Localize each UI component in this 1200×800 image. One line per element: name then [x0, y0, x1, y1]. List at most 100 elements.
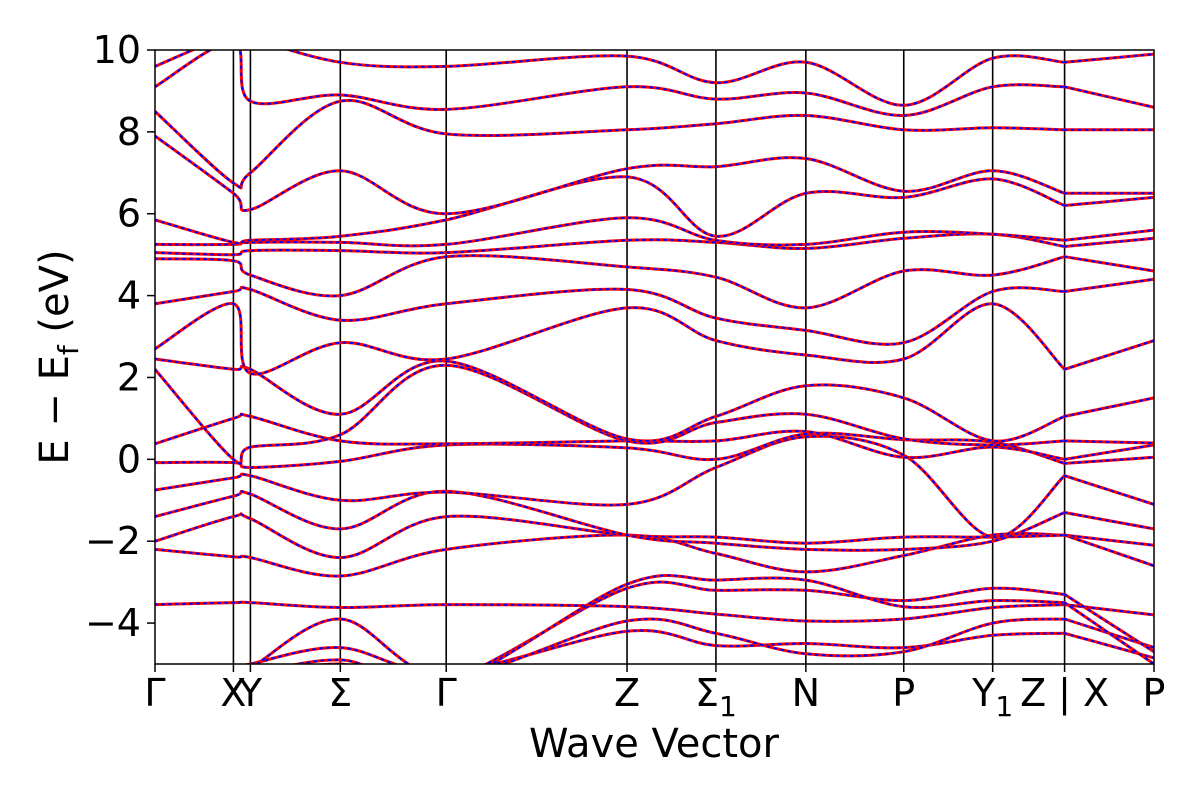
- y-axis-title-subscript: f: [52, 344, 85, 355]
- band-line-overlay: [155, 435, 1066, 539]
- x-tick-label: P: [892, 671, 915, 715]
- y-tick-label: 2: [117, 355, 141, 399]
- band-line-overlay: [1063, 601, 1154, 664]
- band-line-overlay: [155, 232, 1066, 256]
- band-line-overlay: [1063, 439, 1154, 444]
- band-line-overlay: [155, 99, 1066, 189]
- x-tick-label: Σ1: [695, 671, 737, 723]
- x-tick-label-subscript: 1: [719, 690, 737, 723]
- band-line-overlay: [155, 50, 1066, 107]
- band-line-overlay: [1063, 456, 1154, 465]
- x-tick-label-text: X: [220, 671, 246, 715]
- y-tick-label: 10: [93, 28, 141, 72]
- band-line: [155, 134, 1067, 216]
- band-line-overlay: [1063, 255, 1154, 272]
- band-line: [155, 50, 1067, 118]
- band-line: [243, 629, 1067, 664]
- band-line: [155, 232, 1067, 257]
- x-tick-label-subscript: 1: [995, 690, 1013, 723]
- band-line-overlay: [155, 286, 1066, 346]
- y-tick-label: 0: [117, 437, 141, 481]
- band-line: [155, 302, 1067, 376]
- band-line-overlay: [155, 532, 1066, 578]
- x-tick-label: Z | X: [1020, 671, 1109, 716]
- band-line-overlay: [155, 302, 1066, 376]
- y-tick-label: 6: [117, 192, 141, 236]
- band-line-overlay: [318, 574, 1066, 664]
- band-line: [155, 600, 1067, 623]
- x-tick-label-text: Z | X: [1020, 671, 1109, 716]
- band-line: [155, 50, 1067, 107]
- band-line-overlay: [155, 490, 1066, 552]
- band-line-overlay: [1063, 593, 1154, 653]
- band-line-overlay: [1063, 474, 1154, 506]
- band-line: [254, 617, 1067, 664]
- x-tick-label: X: [220, 671, 246, 715]
- y-axis-title-main: E − E: [32, 355, 78, 465]
- band-line: [155, 98, 1067, 190]
- band-line-overlay: [1063, 396, 1154, 418]
- x-tick-label: P: [1143, 671, 1166, 715]
- y-tick-label: −4: [85, 601, 141, 645]
- band-line-overlay: [1063, 534, 1154, 547]
- band-line-overlay: [1063, 632, 1154, 659]
- x-tick-label: N: [792, 671, 820, 715]
- x-tick-label-text: Γ: [144, 671, 165, 715]
- band-line-overlay: [293, 581, 1066, 664]
- y-axis-title: E − Ef (eV): [32, 249, 85, 464]
- band-line: [155, 285, 1067, 346]
- band-line-overlay: [1063, 618, 1154, 649]
- band-line-overlay: [1063, 237, 1154, 248]
- band-line-overlay: [245, 629, 1066, 664]
- x-tick-label: Y1: [971, 671, 1013, 723]
- band-line: [155, 254, 1067, 310]
- x-tick-label-text: Z: [614, 671, 640, 715]
- band-line-overlay: [155, 364, 1066, 465]
- x-tick-label: Z: [614, 671, 640, 715]
- x-tick-label: Γ: [144, 671, 165, 715]
- band-line-overlay: [155, 432, 1066, 469]
- band-line: [155, 532, 1067, 578]
- band-line-overlay: [1063, 229, 1154, 242]
- x-tick-label-text: Y: [971, 671, 996, 715]
- y-tick-label: 4: [117, 274, 141, 318]
- band-line-overlay: [155, 216, 1066, 247]
- x-tick-label-text: Γ: [436, 671, 457, 715]
- x-tick-label-text: Σ: [328, 671, 352, 715]
- band-line-overlay: [155, 135, 1066, 215]
- band-line-overlay: [155, 50, 1066, 117]
- plot-frame: [154, 49, 1155, 665]
- band-line-overlay: [155, 175, 1066, 245]
- y-tick-label: 8: [117, 110, 141, 154]
- band-line-overlay: [1063, 196, 1154, 207]
- x-tick-label: Σ: [328, 671, 352, 715]
- x-tick-label-text: N: [792, 671, 820, 715]
- y-axis-ticks: 10 8 6 4 2 0 −2 −4: [85, 28, 155, 645]
- band-line-overlay: [1063, 85, 1154, 109]
- x-tick-label: Y: [238, 671, 263, 715]
- band-line-overlay: [1063, 339, 1154, 371]
- x-tick-label: Γ: [436, 671, 457, 715]
- band-line-overlay: [1063, 511, 1154, 530]
- band-line-overlay: [1063, 278, 1154, 293]
- x-tick-label-text: P: [892, 671, 915, 715]
- y-tick-label: −2: [85, 519, 141, 563]
- band-line-overlay: [255, 617, 1066, 664]
- x-tick-label-text: P: [1143, 671, 1166, 715]
- band-line-overlay: [1063, 53, 1154, 64]
- high-symmetry-lines: [232, 50, 1066, 664]
- band-line-overlay: [1063, 603, 1154, 616]
- x-tick-label-text: Σ: [695, 671, 719, 715]
- y-axis-title-unit: (eV): [32, 249, 78, 345]
- x-axis-title: Wave Vector: [529, 721, 780, 767]
- x-tick-label-text: Y: [238, 671, 263, 715]
- band-line: [155, 434, 1067, 539]
- band-line: [155, 363, 1067, 465]
- band-line-overlay: [155, 358, 1066, 443]
- band-line-overlay: [1063, 444, 1154, 461]
- band-line-overlay: [155, 512, 1066, 559]
- band-lines: [155, 50, 1154, 664]
- band-line-overlay: [155, 254, 1066, 309]
